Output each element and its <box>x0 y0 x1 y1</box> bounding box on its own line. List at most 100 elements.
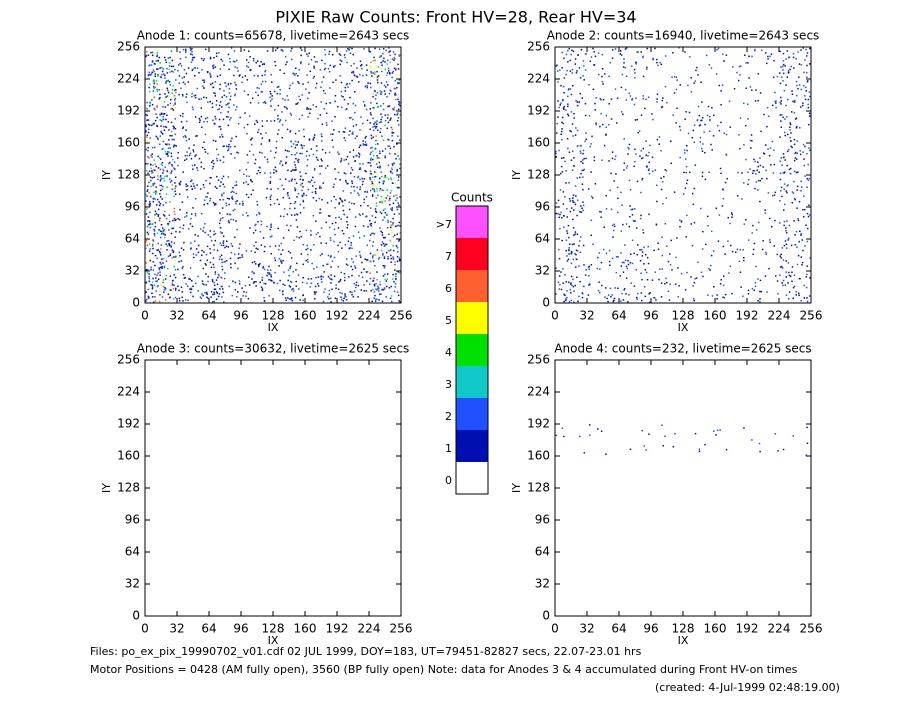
count-dot <box>377 194 379 197</box>
count-dot <box>727 240 729 242</box>
count-dot <box>346 182 349 185</box>
count-dot <box>185 283 187 285</box>
count-dot <box>288 197 291 199</box>
count-dot <box>647 155 649 157</box>
count-dot <box>593 159 596 162</box>
count-dot <box>789 123 792 126</box>
count-dot <box>274 271 276 274</box>
count-dot <box>565 109 567 111</box>
count-dot <box>190 213 193 215</box>
count-dot <box>696 66 698 69</box>
count-dot <box>181 296 183 299</box>
colorbar-label: 7 <box>445 250 452 263</box>
count-dot <box>385 197 388 199</box>
count-dot <box>170 172 172 174</box>
count-dot <box>297 161 300 163</box>
count-dot <box>571 284 573 287</box>
count-dot <box>198 117 201 120</box>
count-dot <box>588 265 591 268</box>
count-dot <box>376 92 379 94</box>
count-dot <box>167 143 169 145</box>
count-dot <box>795 80 798 83</box>
count-dot <box>711 149 713 151</box>
count-dot <box>161 258 163 261</box>
count-dot <box>224 260 226 263</box>
count-dot <box>672 114 674 116</box>
count-dot <box>337 288 340 291</box>
count-dot <box>372 93 374 96</box>
count-dot <box>153 234 156 237</box>
count-dot <box>153 80 156 83</box>
count-dot <box>809 257 811 259</box>
count-dot <box>179 183 181 186</box>
count-dot <box>279 119 282 121</box>
count-dot <box>390 261 392 263</box>
count-dot <box>274 49 277 52</box>
count-dot <box>185 72 188 75</box>
count-dot <box>168 229 170 231</box>
count-dot <box>292 290 295 292</box>
count-dot <box>319 185 321 188</box>
count-dot <box>159 193 161 195</box>
count-dot <box>148 273 150 275</box>
count-dot <box>752 169 754 172</box>
count-dot <box>697 261 699 264</box>
count-dot <box>277 133 279 135</box>
count-dot <box>390 126 393 129</box>
count-dot <box>352 261 355 263</box>
count-dot <box>324 288 326 290</box>
count-dot <box>376 73 378 76</box>
count-dot <box>214 186 217 188</box>
x-tick-label: 192 <box>736 622 759 636</box>
count-dot <box>315 291 318 293</box>
count-dot <box>160 163 162 166</box>
count-dot <box>358 81 360 83</box>
count-dot <box>209 56 212 59</box>
count-dot <box>397 179 400 182</box>
count-dot <box>391 163 394 165</box>
count-dot <box>287 192 289 194</box>
count-dot <box>779 101 781 104</box>
count-dot <box>250 250 253 252</box>
count-dot <box>169 244 172 246</box>
count-dot <box>611 294 613 296</box>
count-dot <box>324 62 326 65</box>
count-dot <box>358 251 361 253</box>
count-dot <box>717 124 719 127</box>
count-dot <box>783 224 785 227</box>
count-dot <box>245 168 248 171</box>
count-dot <box>781 164 783 166</box>
count-dot <box>149 103 152 105</box>
count-dot <box>396 170 398 172</box>
count-dot <box>381 241 384 243</box>
count-dot <box>214 232 217 235</box>
count-dot <box>573 165 575 167</box>
count-dot <box>189 278 191 281</box>
count-dot <box>305 194 308 197</box>
count-dot <box>757 299 759 302</box>
count-dot <box>171 134 173 137</box>
count-dot <box>274 166 277 169</box>
count-dot <box>216 159 219 162</box>
count-dot <box>795 151 797 154</box>
count-dot <box>221 296 223 298</box>
count-dot <box>635 62 637 65</box>
count-dot <box>232 209 235 212</box>
count-dot <box>186 101 188 104</box>
count-dot <box>617 287 619 290</box>
count-dot <box>300 61 302 63</box>
count-dot <box>168 220 171 223</box>
count-dot <box>623 62 625 64</box>
count-dot <box>397 271 399 273</box>
count-dot <box>199 259 202 262</box>
count-dot <box>371 257 374 259</box>
count-dot <box>167 224 169 226</box>
count-dot <box>376 166 379 168</box>
count-dot <box>587 294 590 296</box>
count-dot <box>213 281 215 284</box>
count-dot <box>807 106 810 109</box>
count-dot <box>782 116 784 119</box>
count-dot <box>350 258 353 260</box>
count-dot <box>782 80 784 82</box>
count-dot <box>629 95 632 97</box>
